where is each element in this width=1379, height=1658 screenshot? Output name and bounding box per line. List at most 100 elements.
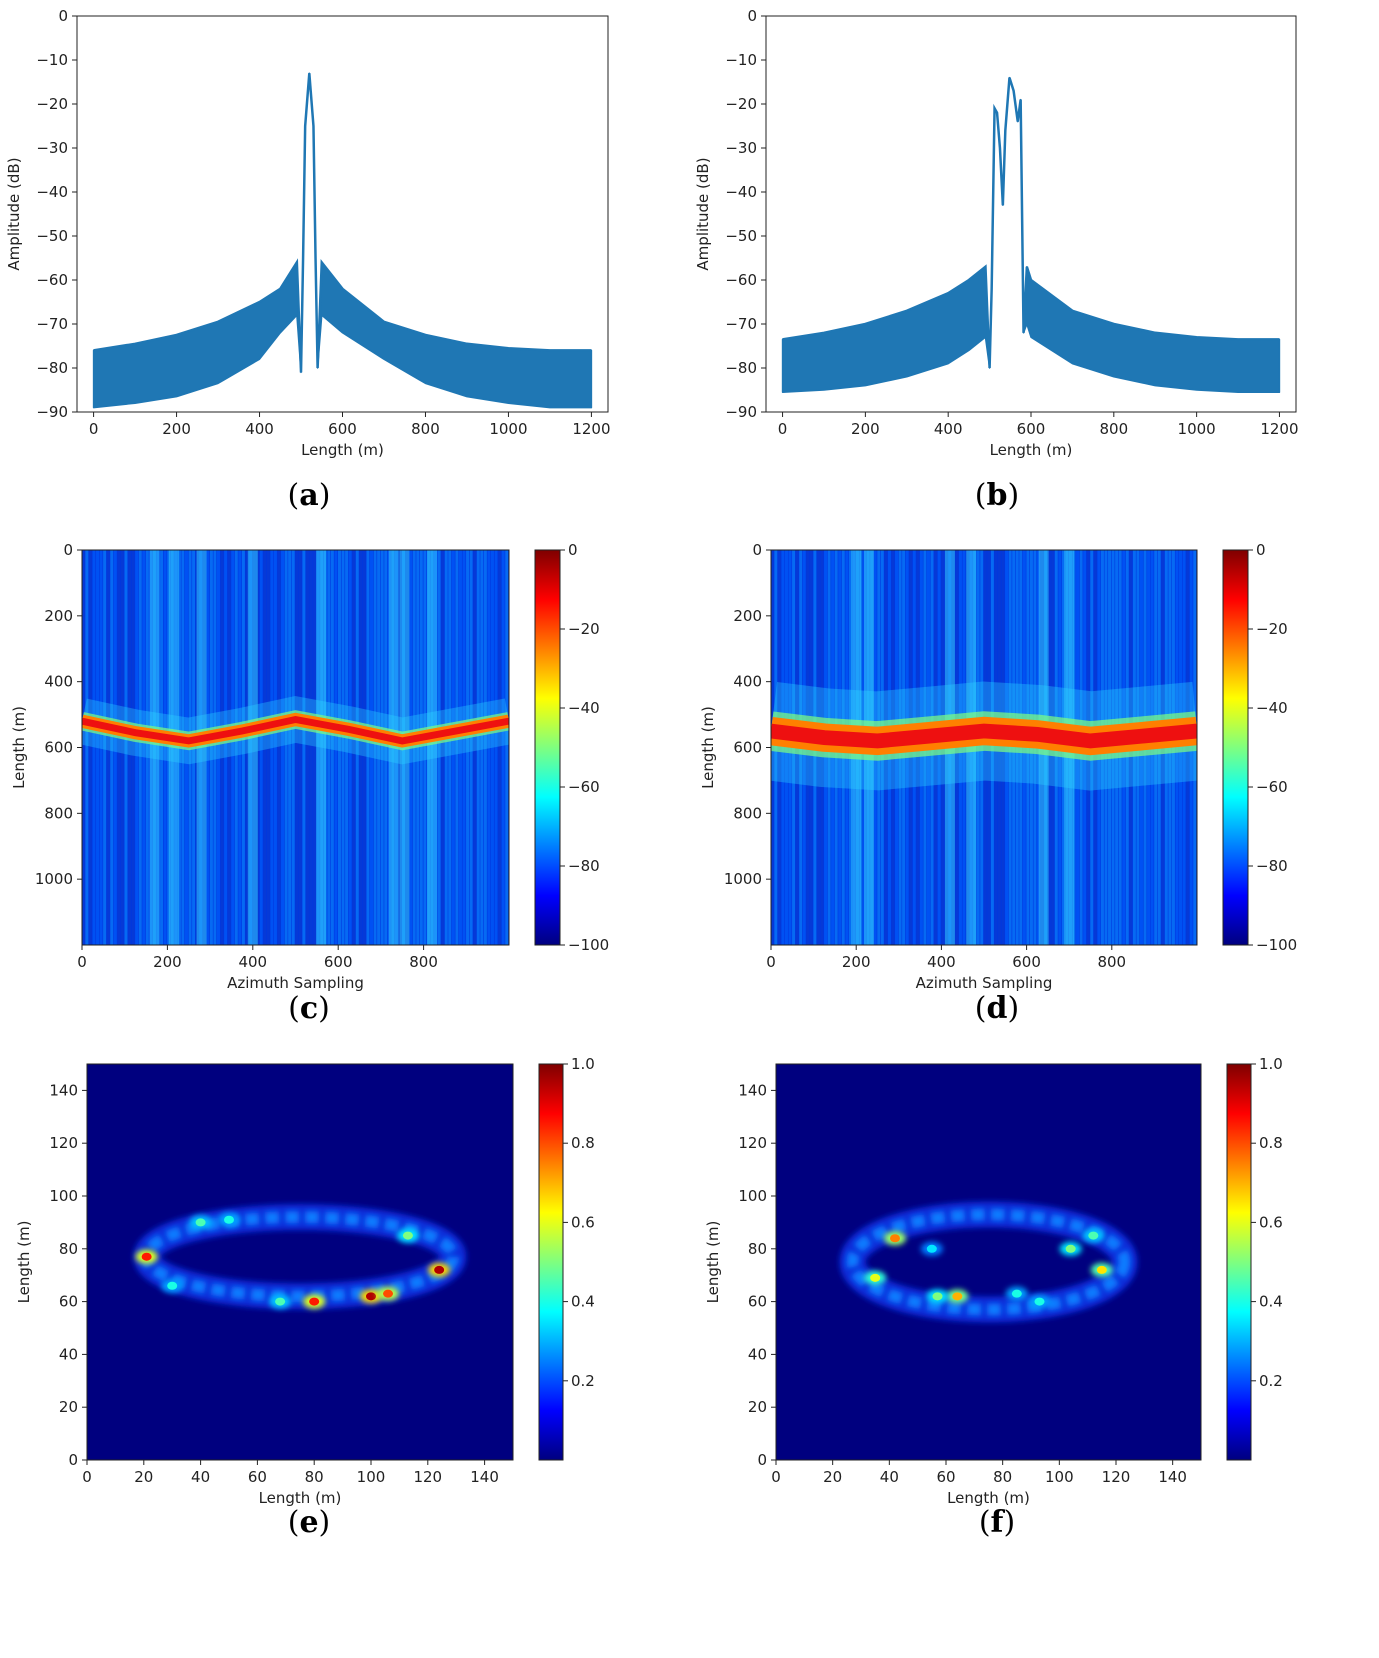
y-tick-label: −80 <box>36 359 68 377</box>
streak <box>423 550 427 945</box>
axes-frame <box>76 15 609 413</box>
y-tick-label: 40 <box>59 1345 78 1363</box>
axes-frame <box>765 15 1297 413</box>
colorbar <box>1222 549 1249 946</box>
streak <box>263 550 267 945</box>
streak <box>444 550 448 945</box>
x-tick-label: 800 <box>411 420 440 438</box>
axes-frame <box>775 1063 1202 1461</box>
streak <box>206 550 210 945</box>
streak <box>227 550 231 945</box>
colorbar-tick-label: −40 <box>568 699 600 717</box>
streak <box>437 550 441 945</box>
colorbar-tick-label: 1.0 <box>571 1055 595 1073</box>
y-axis-label: Length (m) <box>15 1221 33 1304</box>
y-tick-label: 140 <box>49 1081 78 1099</box>
streak <box>501 550 505 945</box>
streak <box>238 550 242 945</box>
streak <box>117 550 121 945</box>
streak <box>448 550 452 945</box>
y-tick-label: 80 <box>59 1240 78 1258</box>
x-tick-label: 1200 <box>572 420 610 438</box>
streak <box>370 550 374 945</box>
y-tick-label: −30 <box>36 139 68 157</box>
streak <box>483 550 487 945</box>
x-tick-label: 20 <box>823 1468 842 1486</box>
streak <box>341 550 345 945</box>
streak <box>345 550 349 945</box>
streak <box>259 550 263 945</box>
streak <box>234 550 238 945</box>
panel-label-letter: a <box>299 478 318 513</box>
streak <box>163 550 167 945</box>
x-tick-label: 80 <box>993 1468 1012 1486</box>
panel-label: (f) <box>979 1505 1015 1540</box>
x-tick-label: 0 <box>82 1468 92 1486</box>
x-tick-label: 800 <box>1099 420 1128 438</box>
streak <box>277 550 281 945</box>
y-tick-label: 600 <box>733 739 762 757</box>
streak <box>88 550 92 945</box>
panel-label-paren: ) <box>318 991 330 1026</box>
panel-label-paren: ) <box>319 1505 331 1540</box>
y-tick-label: −40 <box>36 183 68 201</box>
y-tick-label: 140 <box>738 1081 767 1099</box>
streak <box>498 550 502 945</box>
panel-label-paren: ( <box>979 1505 991 1540</box>
streak <box>473 550 477 945</box>
heatmap-body <box>87 1064 513 1460</box>
hotspot <box>952 1292 963 1301</box>
y-tick-label: 20 <box>59 1398 78 1416</box>
streak <box>355 550 359 945</box>
panel-label-paren: ( <box>288 478 300 513</box>
y-axis-label: Amplitude (dB) <box>694 157 712 270</box>
streak <box>128 550 132 945</box>
hotspot <box>141 1252 152 1261</box>
streak <box>138 550 142 945</box>
streak <box>419 550 423 945</box>
panel-label-letter: d <box>987 991 1008 1026</box>
panel-label-letter: f <box>991 1505 1006 1540</box>
x-axis-label: Length (m) <box>990 441 1073 459</box>
x-tick-label: 1200 <box>1260 420 1298 438</box>
colorbar <box>534 549 561 946</box>
series-line <box>782 77 1280 369</box>
streak <box>103 550 107 945</box>
streak <box>302 550 306 945</box>
x-tick-label: 200 <box>153 953 182 971</box>
y-tick-label: 120 <box>49 1134 78 1152</box>
hotspot <box>1011 1289 1022 1298</box>
panel-label-paren: ) <box>1003 1505 1015 1540</box>
hotspot <box>366 1292 376 1301</box>
panel-label-letter: b <box>987 478 1008 513</box>
y-tick-label: 0 <box>757 1451 767 1469</box>
streak <box>213 550 217 945</box>
x-axis-label: Azimuth Sampling <box>227 974 364 992</box>
y-tick-label: −20 <box>725 95 757 113</box>
hotspot <box>195 1218 206 1227</box>
hotspot <box>275 1297 286 1306</box>
y-tick-label: 80 <box>748 1240 767 1258</box>
streak <box>362 550 366 945</box>
colorbar-tick-label: −100 <box>568 936 609 954</box>
panel-label-paren: ( <box>975 478 987 513</box>
panel-label: (b) <box>975 478 1019 513</box>
y-tick-label: 120 <box>738 1134 767 1152</box>
colorbar-tick-label: 0 <box>568 541 578 559</box>
heatmap-body <box>776 1064 1201 1460</box>
y-tick-label: −40 <box>725 183 757 201</box>
axes-frame <box>770 549 1198 946</box>
hotspot <box>383 1289 394 1298</box>
panel-label-paren: ) <box>1007 478 1019 513</box>
streak <box>352 550 356 945</box>
hotspot <box>1096 1265 1107 1274</box>
colorbar <box>538 1063 564 1461</box>
panel-label-letter: c <box>300 991 318 1026</box>
y-tick-label: 0 <box>63 541 73 559</box>
x-tick-label: 0 <box>89 420 99 438</box>
streak <box>99 550 103 945</box>
streak <box>160 550 164 945</box>
y-axis-label: Length (m) <box>704 1221 722 1304</box>
y-tick-label: −70 <box>725 315 757 333</box>
colorbar-tick-label: 0 <box>1256 541 1266 559</box>
